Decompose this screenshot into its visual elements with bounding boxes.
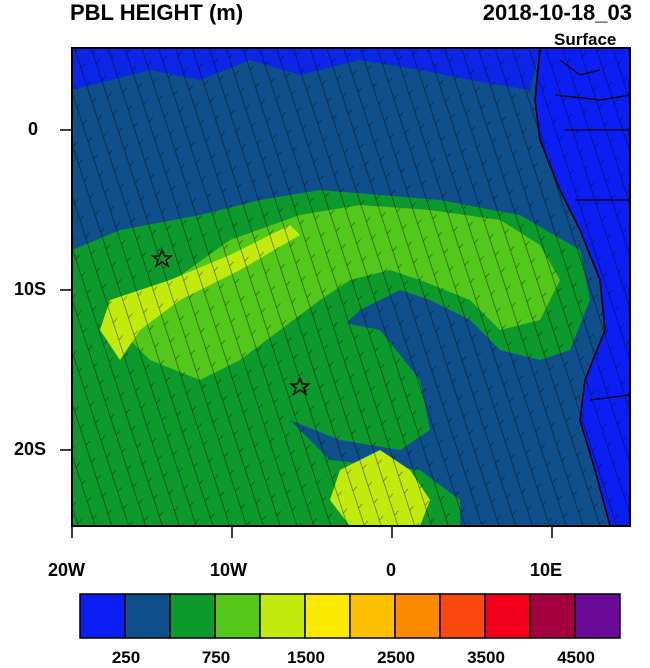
plot-frame <box>71 47 631 527</box>
colorbar-swatch <box>574 593 621 639</box>
datetime-label: 2018-10-18_03 <box>482 0 632 25</box>
colorbar-swatch <box>259 593 306 639</box>
colorbar <box>79 593 621 639</box>
colorbar-label-1500: 1500 <box>287 648 325 667</box>
x-tick-20w: 20W <box>48 560 86 580</box>
star-marker-south <box>288 376 312 396</box>
x-tick-0: 0 <box>386 560 397 580</box>
colorbar-label-2500: 2500 <box>377 648 415 667</box>
chart-title: PBL HEIGHT (m) <box>70 0 244 25</box>
colorbar-swatch <box>124 593 171 639</box>
map-plot-area <box>72 48 630 526</box>
colorbar-swatch <box>169 593 216 639</box>
colorbar-swatch <box>214 593 261 639</box>
x-tick-10e: 10E <box>530 560 563 580</box>
x-tick-10w: 10W <box>210 560 248 580</box>
colorbar-label-750: 750 <box>201 648 231 667</box>
y-tick-0: 0 <box>28 119 39 139</box>
colorbar-swatch <box>529 593 576 639</box>
colorbar-swatch <box>439 593 486 639</box>
colorbar-label-250: 250 <box>111 648 141 667</box>
level-label: Surface <box>554 30 617 49</box>
colorbar-swatch <box>484 593 531 639</box>
colorbar-swatch <box>349 593 396 639</box>
colorbar-swatch <box>394 593 441 639</box>
colorbar-swatch <box>79 593 126 639</box>
colorbar-swatch <box>304 593 351 639</box>
star-marker-north <box>150 248 174 268</box>
wind-barbs-overlay <box>72 48 630 526</box>
y-tick-20s: 20S <box>14 439 47 459</box>
colorbar-label-3500: 3500 <box>467 648 505 667</box>
axis-ticks <box>60 129 553 538</box>
y-tick-10s: 10S <box>14 279 47 299</box>
colorbar-label-4500: 4500 <box>557 648 595 667</box>
